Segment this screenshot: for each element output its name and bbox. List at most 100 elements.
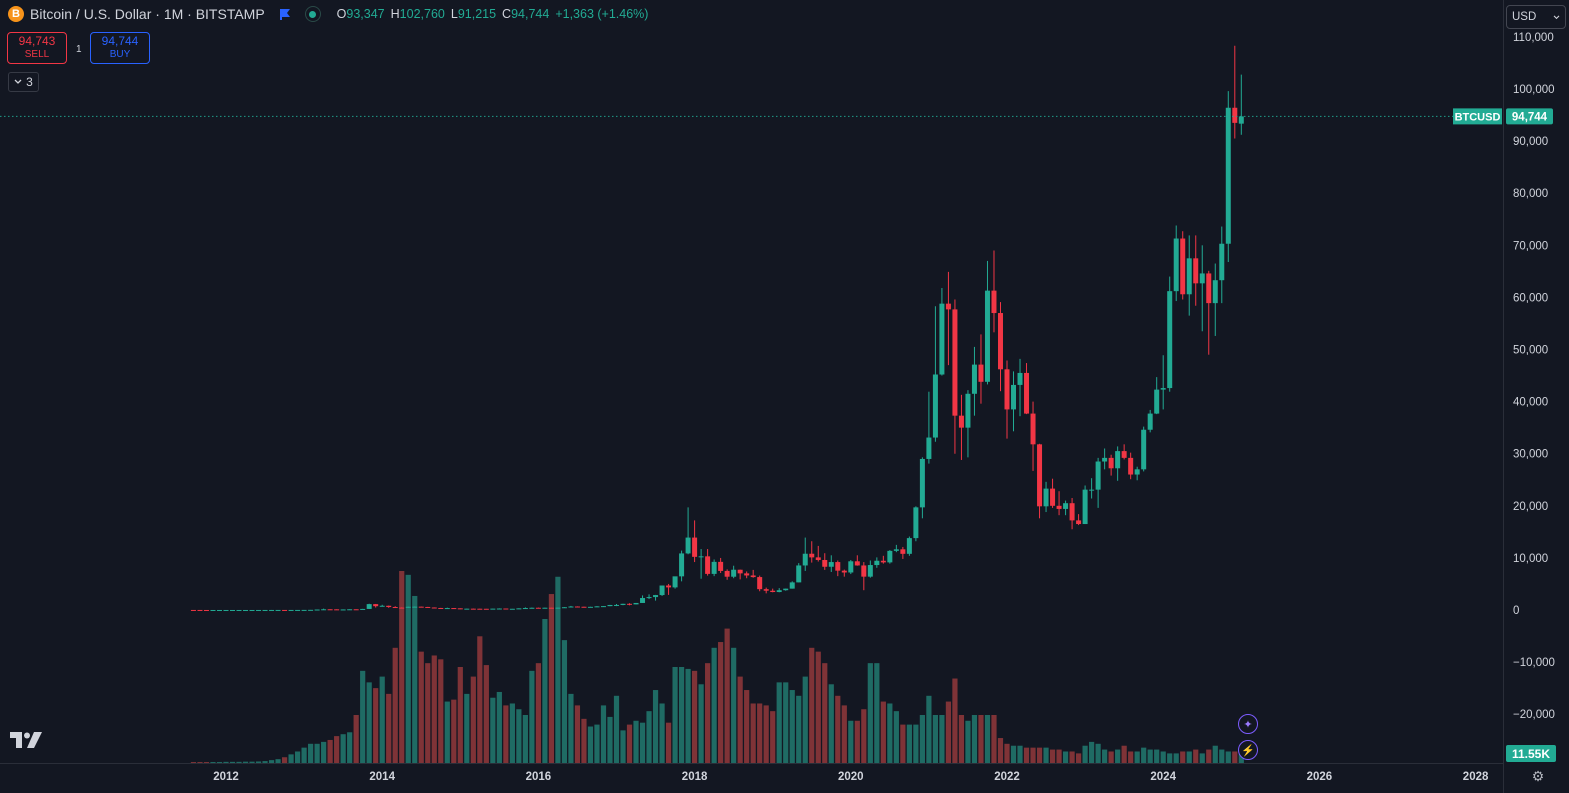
candle-body <box>1238 116 1244 124</box>
buy-label: BUY <box>109 49 131 60</box>
candle-body <box>230 609 236 611</box>
candle <box>1180 231 1186 300</box>
volume-bar <box>294 751 301 763</box>
volume-bar <box>262 761 268 763</box>
candle-body <box>685 537 691 554</box>
candle <box>932 306 938 442</box>
candle-body <box>848 561 854 573</box>
buy-button[interactable]: 94,744 BUY <box>90 32 150 64</box>
candle <box>587 606 593 608</box>
currency-select[interactable]: USD <box>1506 5 1566 29</box>
candle <box>874 557 880 568</box>
candle <box>1030 401 1036 471</box>
sell-label: SELL <box>24 49 50 60</box>
volume-bar <box>1075 753 1082 763</box>
candle-body <box>971 364 977 394</box>
volume-bar <box>438 659 444 763</box>
volume-bar <box>353 715 359 763</box>
candle-body <box>438 607 444 609</box>
candle <box>646 594 652 600</box>
volume-bar <box>236 761 242 763</box>
symbol-tag-label: BTCUSD <box>1455 111 1501 123</box>
y-tick-label: −20,000 <box>1513 709 1555 721</box>
candle-body <box>295 609 301 611</box>
volume-bar <box>613 695 620 763</box>
volume-bar <box>737 676 743 763</box>
candle-body <box>1212 280 1218 304</box>
volume-bar <box>1062 751 1069 763</box>
volume-bar <box>483 665 489 763</box>
indicators-toggle[interactable]: 3 <box>8 72 39 92</box>
volume-bar <box>815 651 821 763</box>
candle <box>880 555 886 564</box>
volume-bar <box>477 636 483 763</box>
candle-body <box>1121 451 1127 458</box>
candle <box>366 603 372 609</box>
volume-bar <box>1023 747 1030 763</box>
candle <box>828 555 834 572</box>
candle <box>666 583 672 595</box>
candle <box>1037 443 1043 519</box>
candle <box>984 260 990 385</box>
candle <box>1167 276 1173 392</box>
candle <box>822 553 828 570</box>
tradingview-logo-icon[interactable] <box>10 732 42 748</box>
candle <box>906 536 912 556</box>
volume-bar <box>281 757 288 763</box>
candle <box>373 603 379 608</box>
candle-body <box>984 290 990 382</box>
sell-button[interactable]: 94,743 SELL <box>7 32 67 64</box>
candle <box>574 606 580 608</box>
candle <box>1199 245 1205 332</box>
volume-bar <box>971 715 978 763</box>
volume-bar <box>1232 751 1238 763</box>
candle-body <box>197 609 203 611</box>
candle-body <box>900 549 906 554</box>
candle <box>705 549 711 576</box>
sparkle-icon[interactable]: ✦ <box>1238 714 1258 734</box>
volume-bar <box>1030 747 1036 763</box>
candle <box>223 609 229 611</box>
candle <box>991 250 997 333</box>
candle <box>379 604 385 607</box>
candle-body <box>1030 413 1036 445</box>
candle-body <box>828 562 834 567</box>
candle-body <box>1199 273 1205 284</box>
candle <box>744 571 750 579</box>
y-tick-label: 80,000 <box>1513 188 1548 200</box>
lightning-icon[interactable]: ⚡ <box>1238 740 1258 760</box>
volume-bar <box>1199 753 1205 763</box>
volume-bar <box>255 761 262 763</box>
ohlc-value: 102,760 <box>399 7 445 21</box>
volume-bar <box>652 690 659 763</box>
x-tick-label: 2014 <box>369 771 395 783</box>
volume-bar <box>587 726 594 763</box>
ohlc-key: C <box>502 7 512 21</box>
candle <box>1141 426 1147 472</box>
volume-bar <box>373 688 379 763</box>
candle <box>210 609 216 611</box>
market-status-icon[interactable] <box>304 6 321 22</box>
candle <box>347 609 353 611</box>
candle <box>203 609 209 611</box>
candle <box>308 609 314 611</box>
candle-body <box>542 607 548 609</box>
volume-bar <box>848 720 854 763</box>
volume-bar <box>796 695 802 763</box>
volume-bar <box>574 705 581 763</box>
candle <box>496 608 502 610</box>
candle <box>399 607 405 609</box>
candle <box>431 607 437 609</box>
volume-bar <box>711 647 717 763</box>
candle <box>939 288 945 376</box>
candle-body <box>750 575 756 578</box>
ohlc-value: 94,744 <box>511 7 550 21</box>
symbol-title[interactable]: Bitcoin / U.S. Dollar · 1M · BITSTAMP <box>30 6 265 22</box>
settings-icon[interactable]: ⚙ <box>1531 767 1545 784</box>
candle-body <box>1141 429 1147 470</box>
volume-bar <box>288 754 294 763</box>
flag-icon[interactable] <box>279 8 291 20</box>
candle <box>1115 446 1121 481</box>
candle <box>1173 225 1179 302</box>
